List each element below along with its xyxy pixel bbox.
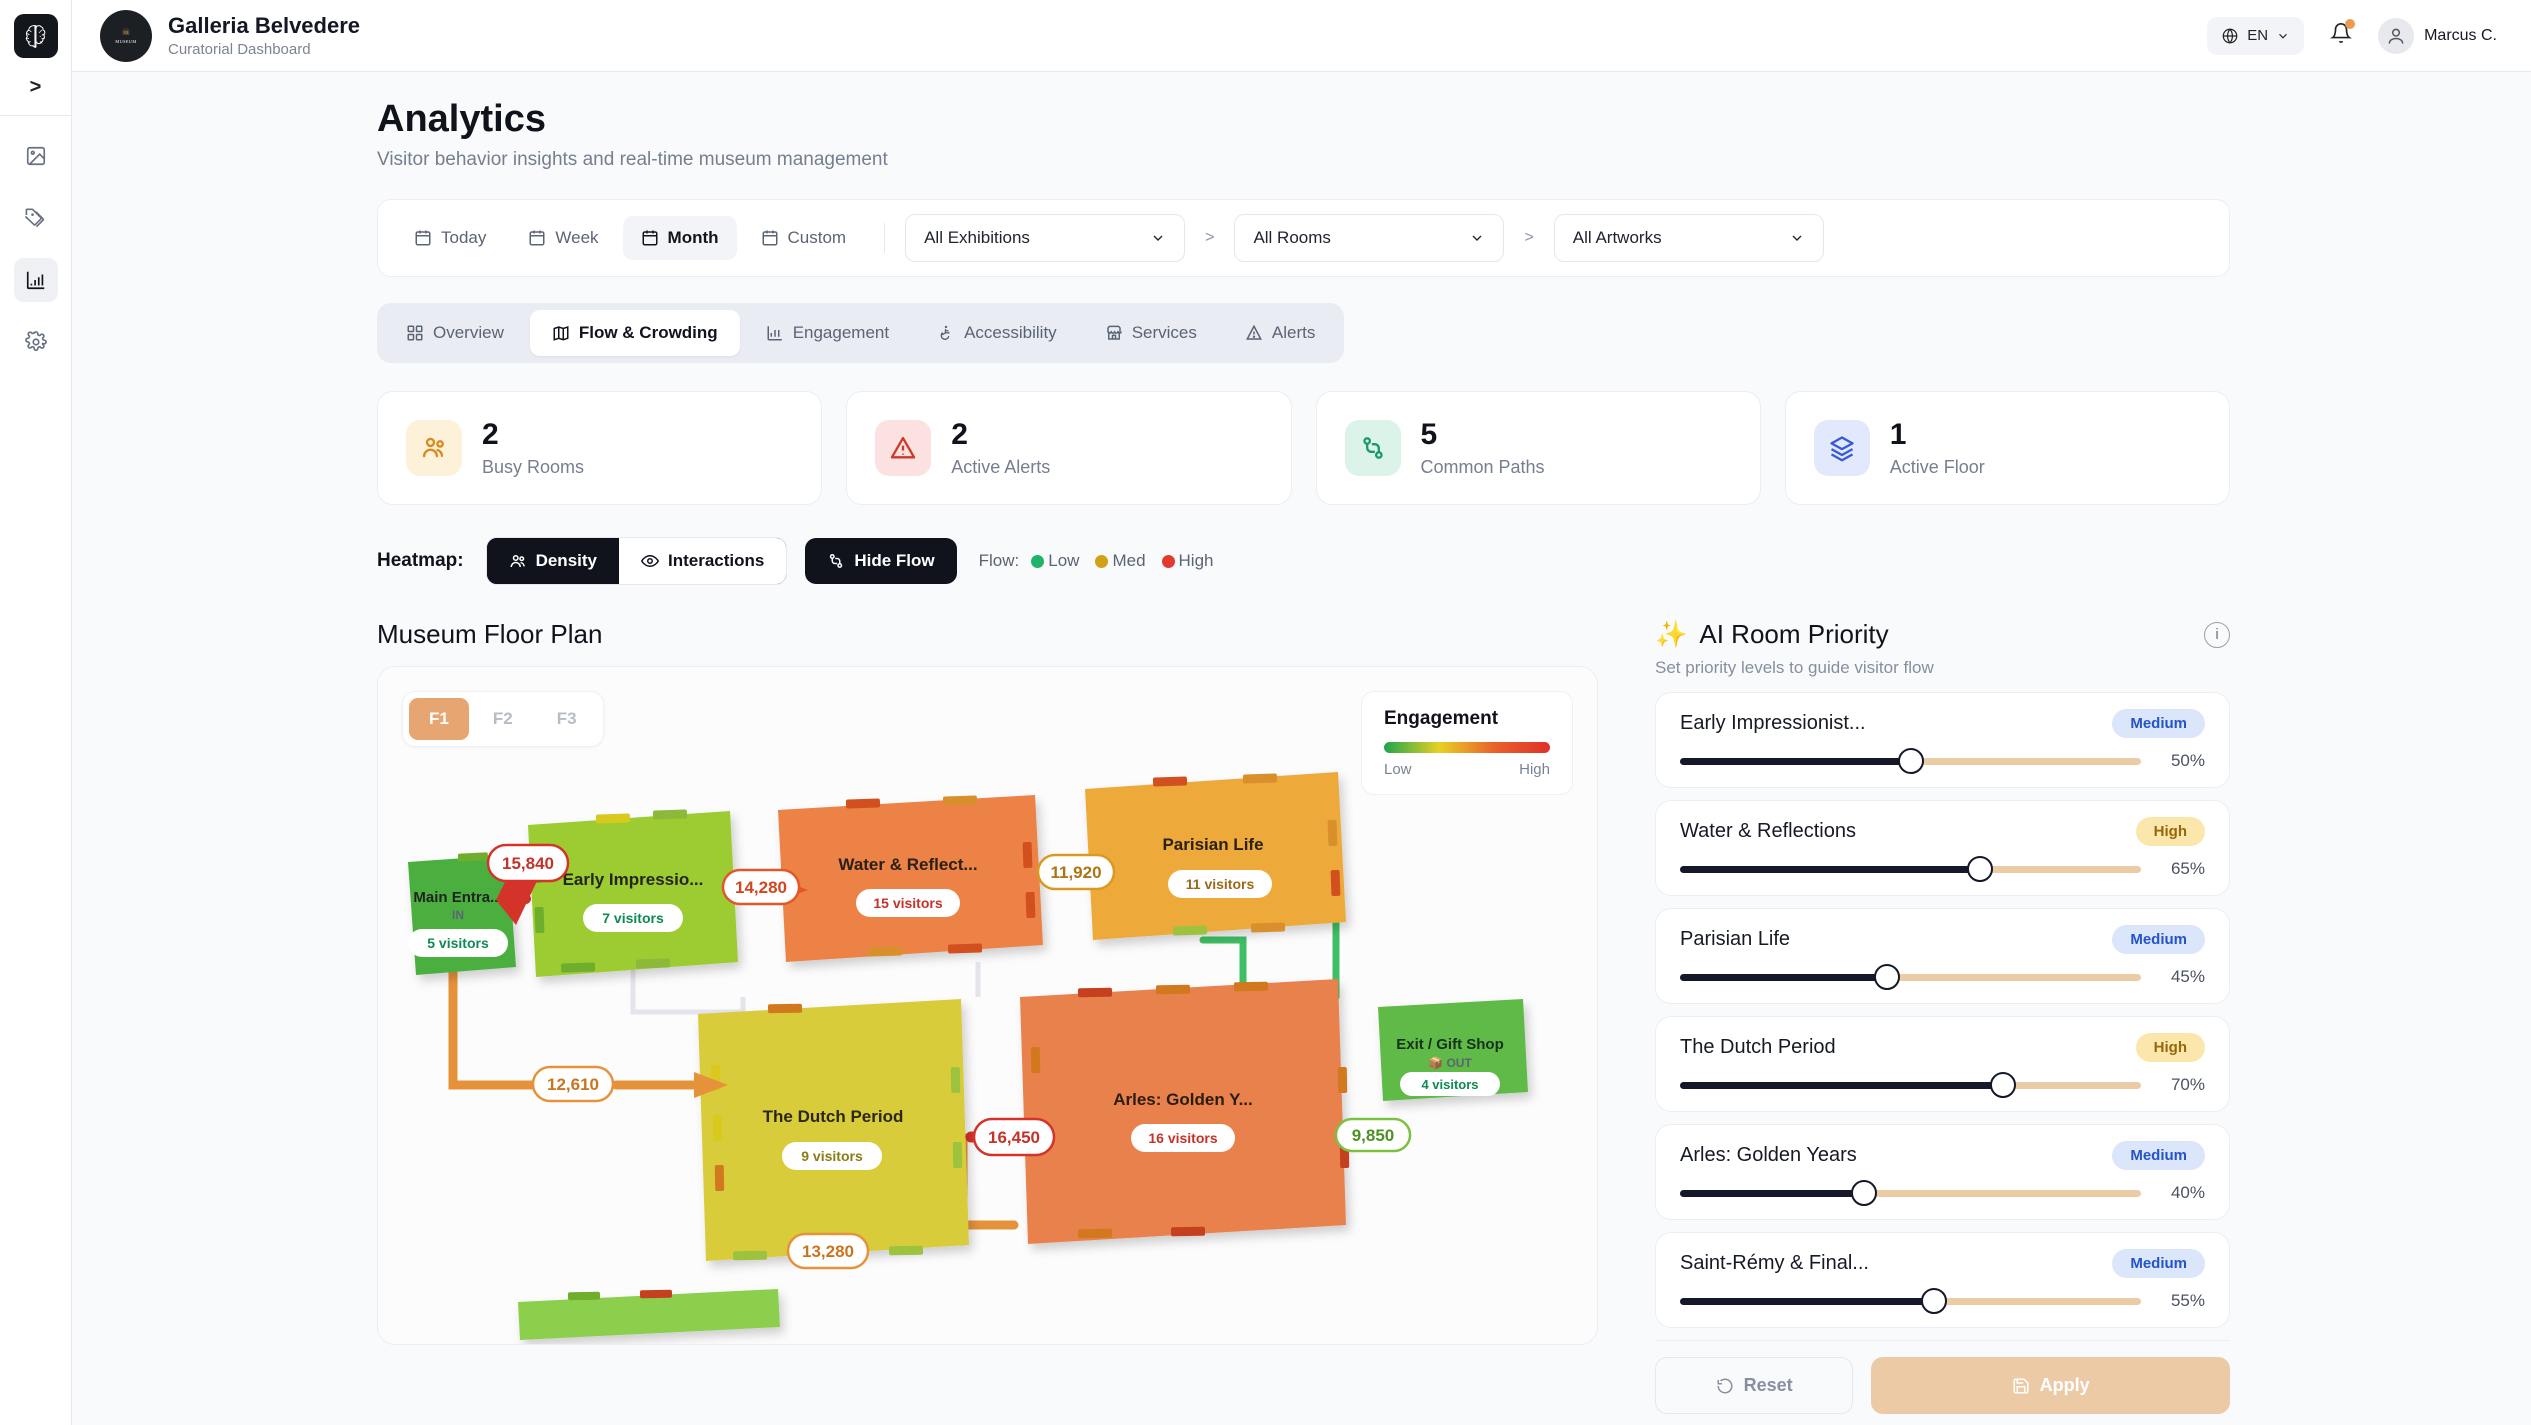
svg-text:📦 OUT: 📦 OUT <box>1428 1056 1472 1070</box>
svg-text:Water & Reflect...: Water & Reflect... <box>838 855 977 874</box>
svg-text:12,610: 12,610 <box>547 1075 599 1094</box>
svg-text:9,850: 9,850 <box>1352 1126 1395 1145</box>
svg-text:Arles: Golden Y...: Arles: Golden Y... <box>1113 1090 1253 1109</box>
svg-text:16 visitors: 16 visitors <box>1148 1130 1217 1146</box>
svg-text:Main Entra...: Main Entra... <box>413 889 502 906</box>
svg-text:Exit / Gift Shop: Exit / Gift Shop <box>1396 1036 1504 1053</box>
svg-text:13,280: 13,280 <box>802 1242 854 1261</box>
svg-text:5 visitors: 5 visitors <box>427 935 489 951</box>
svg-text:11 visitors: 11 visitors <box>1186 876 1255 892</box>
svg-text:9 visitors: 9 visitors <box>801 1148 863 1164</box>
svg-text:15,840: 15,840 <box>502 854 554 873</box>
svg-text:☠: ☠ <box>122 28 130 38</box>
svg-text:Early Impressio...: Early Impressio... <box>563 870 704 889</box>
svg-text:14,280: 14,280 <box>735 878 787 897</box>
svg-text:Parisian Life: Parisian Life <box>1162 835 1263 854</box>
svg-text:The Dutch Period: The Dutch Period <box>763 1107 904 1126</box>
svg-text:4 visitors: 4 visitors <box>1421 1077 1478 1092</box>
svg-text:MUSEUM: MUSEUM <box>115 38 136 43</box>
svg-text:7 visitors: 7 visitors <box>602 910 664 926</box>
svg-text:11,920: 11,920 <box>1050 863 1101 882</box>
svg-text:16,450: 16,450 <box>988 1128 1040 1147</box>
svg-text:15 visitors: 15 visitors <box>873 895 942 911</box>
svg-text:IN: IN <box>452 908 464 922</box>
